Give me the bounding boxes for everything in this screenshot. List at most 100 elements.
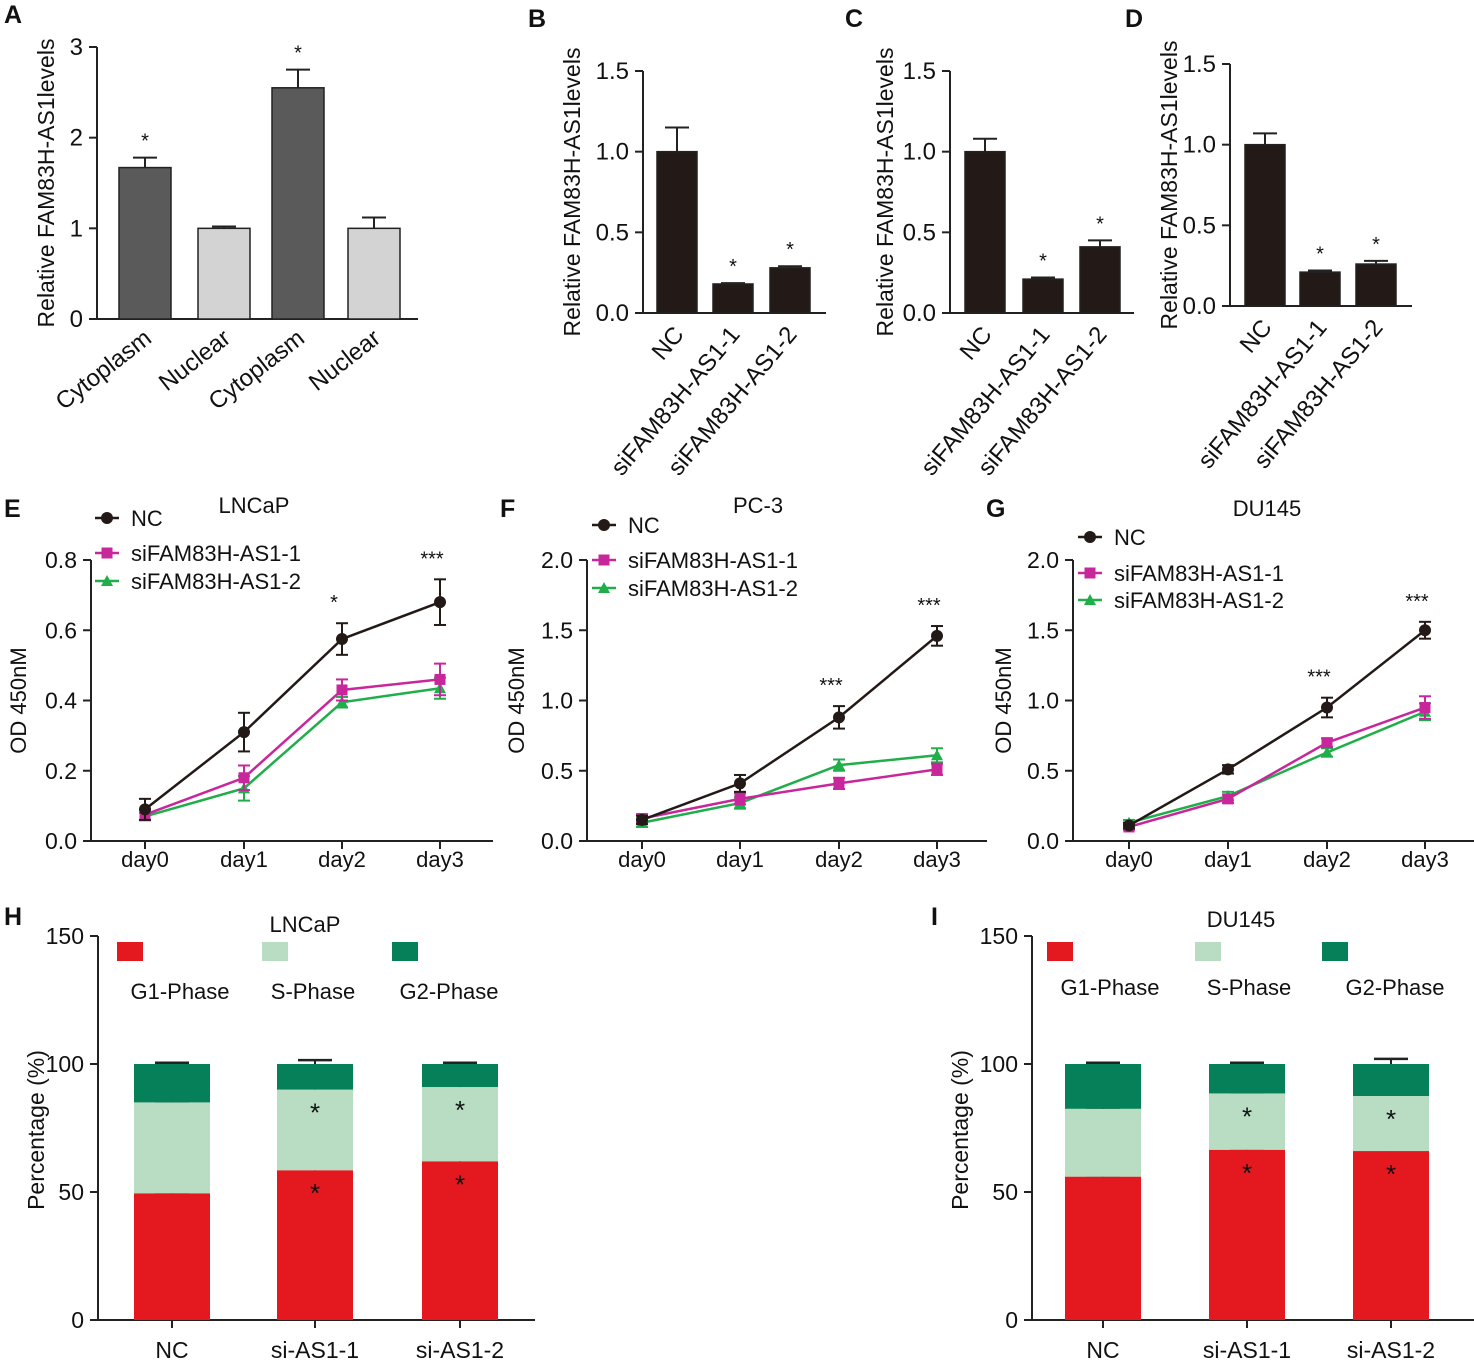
y-tick-label: 2.0 <box>541 547 573 573</box>
x-tick-label: day1 <box>716 847 764 872</box>
legend-label: siFAM83H-AS1-1 <box>628 548 798 573</box>
legend-label: S-Phase <box>271 979 355 1004</box>
significance-mark: * <box>1386 1159 1396 1189</box>
y-tick-label: 1.0 <box>596 139 629 166</box>
bar <box>769 267 811 314</box>
legend-swatch <box>117 942 143 961</box>
bar-segment-s <box>1209 1093 1285 1150</box>
y-tick-label: 0.0 <box>1027 828 1059 854</box>
data-point <box>833 759 845 771</box>
data-point <box>1419 702 1431 714</box>
legend-label: NC <box>1114 525 1146 550</box>
y-tick-label: 150 <box>46 923 84 949</box>
data-point <box>1222 793 1234 805</box>
legend-label: NC <box>131 506 163 531</box>
y-axis-label: OD 450nM <box>991 647 1016 753</box>
bar <box>271 87 325 320</box>
significance-mark: * <box>455 1169 465 1199</box>
y-tick-label: 1.5 <box>1027 617 1059 643</box>
y-axis-label: Relative FAM83H-AS1levels <box>872 48 898 337</box>
data-point <box>101 512 113 524</box>
bar-segment-g1 <box>134 1193 210 1320</box>
y-tick-label: 0.0 <box>596 300 629 327</box>
series-line-si2 <box>1128 710 1426 824</box>
chart-panel-f: F 0.0 0.5 1.0 1.5 2.0 day0 day1 day2 day3 OD 450nM… <box>500 493 987 872</box>
x-tick-label: day3 <box>913 847 961 872</box>
panel-letter: C <box>845 5 863 33</box>
x-tick-label: NC <box>1235 315 1278 359</box>
y-tick-label: 0.5 <box>903 219 936 246</box>
panel-letter: E <box>4 495 21 523</box>
data-point <box>139 803 151 816</box>
chart-title: DU145 <box>1233 496 1301 521</box>
series-line-si1 <box>641 768 938 820</box>
x-tick-label: NC <box>155 1337 188 1361</box>
data-point <box>101 547 113 559</box>
legend-label: siFAM83H-AS1-2 <box>1114 588 1284 613</box>
y-tick-label: 1.5 <box>596 58 629 85</box>
panel-letter: B <box>528 5 546 33</box>
bar <box>712 283 754 314</box>
data-point <box>1321 737 1333 749</box>
x-tick-label: Cytoplasm <box>51 324 157 415</box>
y-tick-label: 1.0 <box>541 688 573 714</box>
data-point <box>734 777 746 790</box>
bar <box>347 227 401 320</box>
chart-panel-g: G 0.0 0.5 1.0 1.5 2.0 day0 day1 day2 day3 OD 450nM… <box>986 495 1474 872</box>
significance-mark: * <box>455 1095 465 1125</box>
data-point <box>434 596 446 609</box>
y-tick-label: 0 <box>71 1307 84 1333</box>
y-axis-label: OD 450nM <box>504 647 529 753</box>
significance-mark: *** <box>1405 591 1429 613</box>
y-axis-label: Relative FAM83H-AS1levels <box>33 39 59 328</box>
data-point <box>1222 763 1234 776</box>
series-line-si2 <box>144 686 441 818</box>
significance-mark: * <box>310 1178 320 1208</box>
significance-mark: * <box>1039 251 1047 273</box>
chart-panel-i: I 0 50 100 150 NC si-AS1-1 si-AS1-2 Percentage (… <box>931 903 1474 1361</box>
y-tick-label: 100 <box>46 1051 84 1077</box>
bar-segment-g1 <box>1065 1176 1141 1320</box>
y-tick-label: 0.0 <box>1183 293 1216 320</box>
data-point <box>598 554 610 566</box>
x-tick-label: si-AS1-2 <box>416 1337 504 1361</box>
data-point <box>833 711 845 724</box>
data-point <box>1419 624 1431 637</box>
y-tick-label: 1.5 <box>903 58 936 85</box>
x-tick-label: day2 <box>815 847 863 872</box>
data-point <box>1084 567 1096 579</box>
x-tick-label: NC <box>955 322 998 366</box>
y-tick-label: 0.5 <box>541 758 573 784</box>
panel-letter: G <box>986 495 1005 523</box>
chart-panel-h: H 0 50 100 150 NC si-AS1-1 si-AS1-2 Percentage (… <box>4 903 535 1361</box>
x-tick-label: day2 <box>1303 847 1351 872</box>
series-line-si2 <box>641 754 938 824</box>
legend-label: NC <box>628 513 660 538</box>
panel-letter: D <box>1125 5 1143 33</box>
chart-panel-b: B 0.0 0.5 1.0 1.5 Relative FAM83H-AS1levels NC… <box>528 5 826 481</box>
bar-segment-g2 <box>1353 1064 1429 1096</box>
legend-label: siFAM83H-AS1-1 <box>131 541 301 566</box>
legend-label: G2-Phase <box>399 979 498 1004</box>
data-point <box>931 629 943 642</box>
data-point <box>931 749 943 761</box>
x-tick-label: day1 <box>220 847 268 872</box>
legend-label: siFAM83H-AS1-1 <box>1114 561 1284 586</box>
data-point <box>238 772 250 784</box>
significance-mark: * <box>786 239 794 261</box>
significance-mark: *** <box>420 548 444 570</box>
significance-mark: *** <box>917 595 941 617</box>
series-line-nc <box>1128 629 1426 827</box>
significance-mark: * <box>1242 1158 1252 1188</box>
chart-title: DU145 <box>1207 907 1275 932</box>
significance-mark: * <box>1316 244 1324 266</box>
legend-label: siFAM83H-AS1-2 <box>628 576 798 601</box>
x-tick-label: day2 <box>318 847 366 872</box>
y-tick-label: 1 <box>70 215 83 242</box>
y-axis-label: OD 450nM <box>6 647 31 753</box>
legend-swatch <box>1322 942 1348 961</box>
panel-letter: F <box>500 495 515 523</box>
